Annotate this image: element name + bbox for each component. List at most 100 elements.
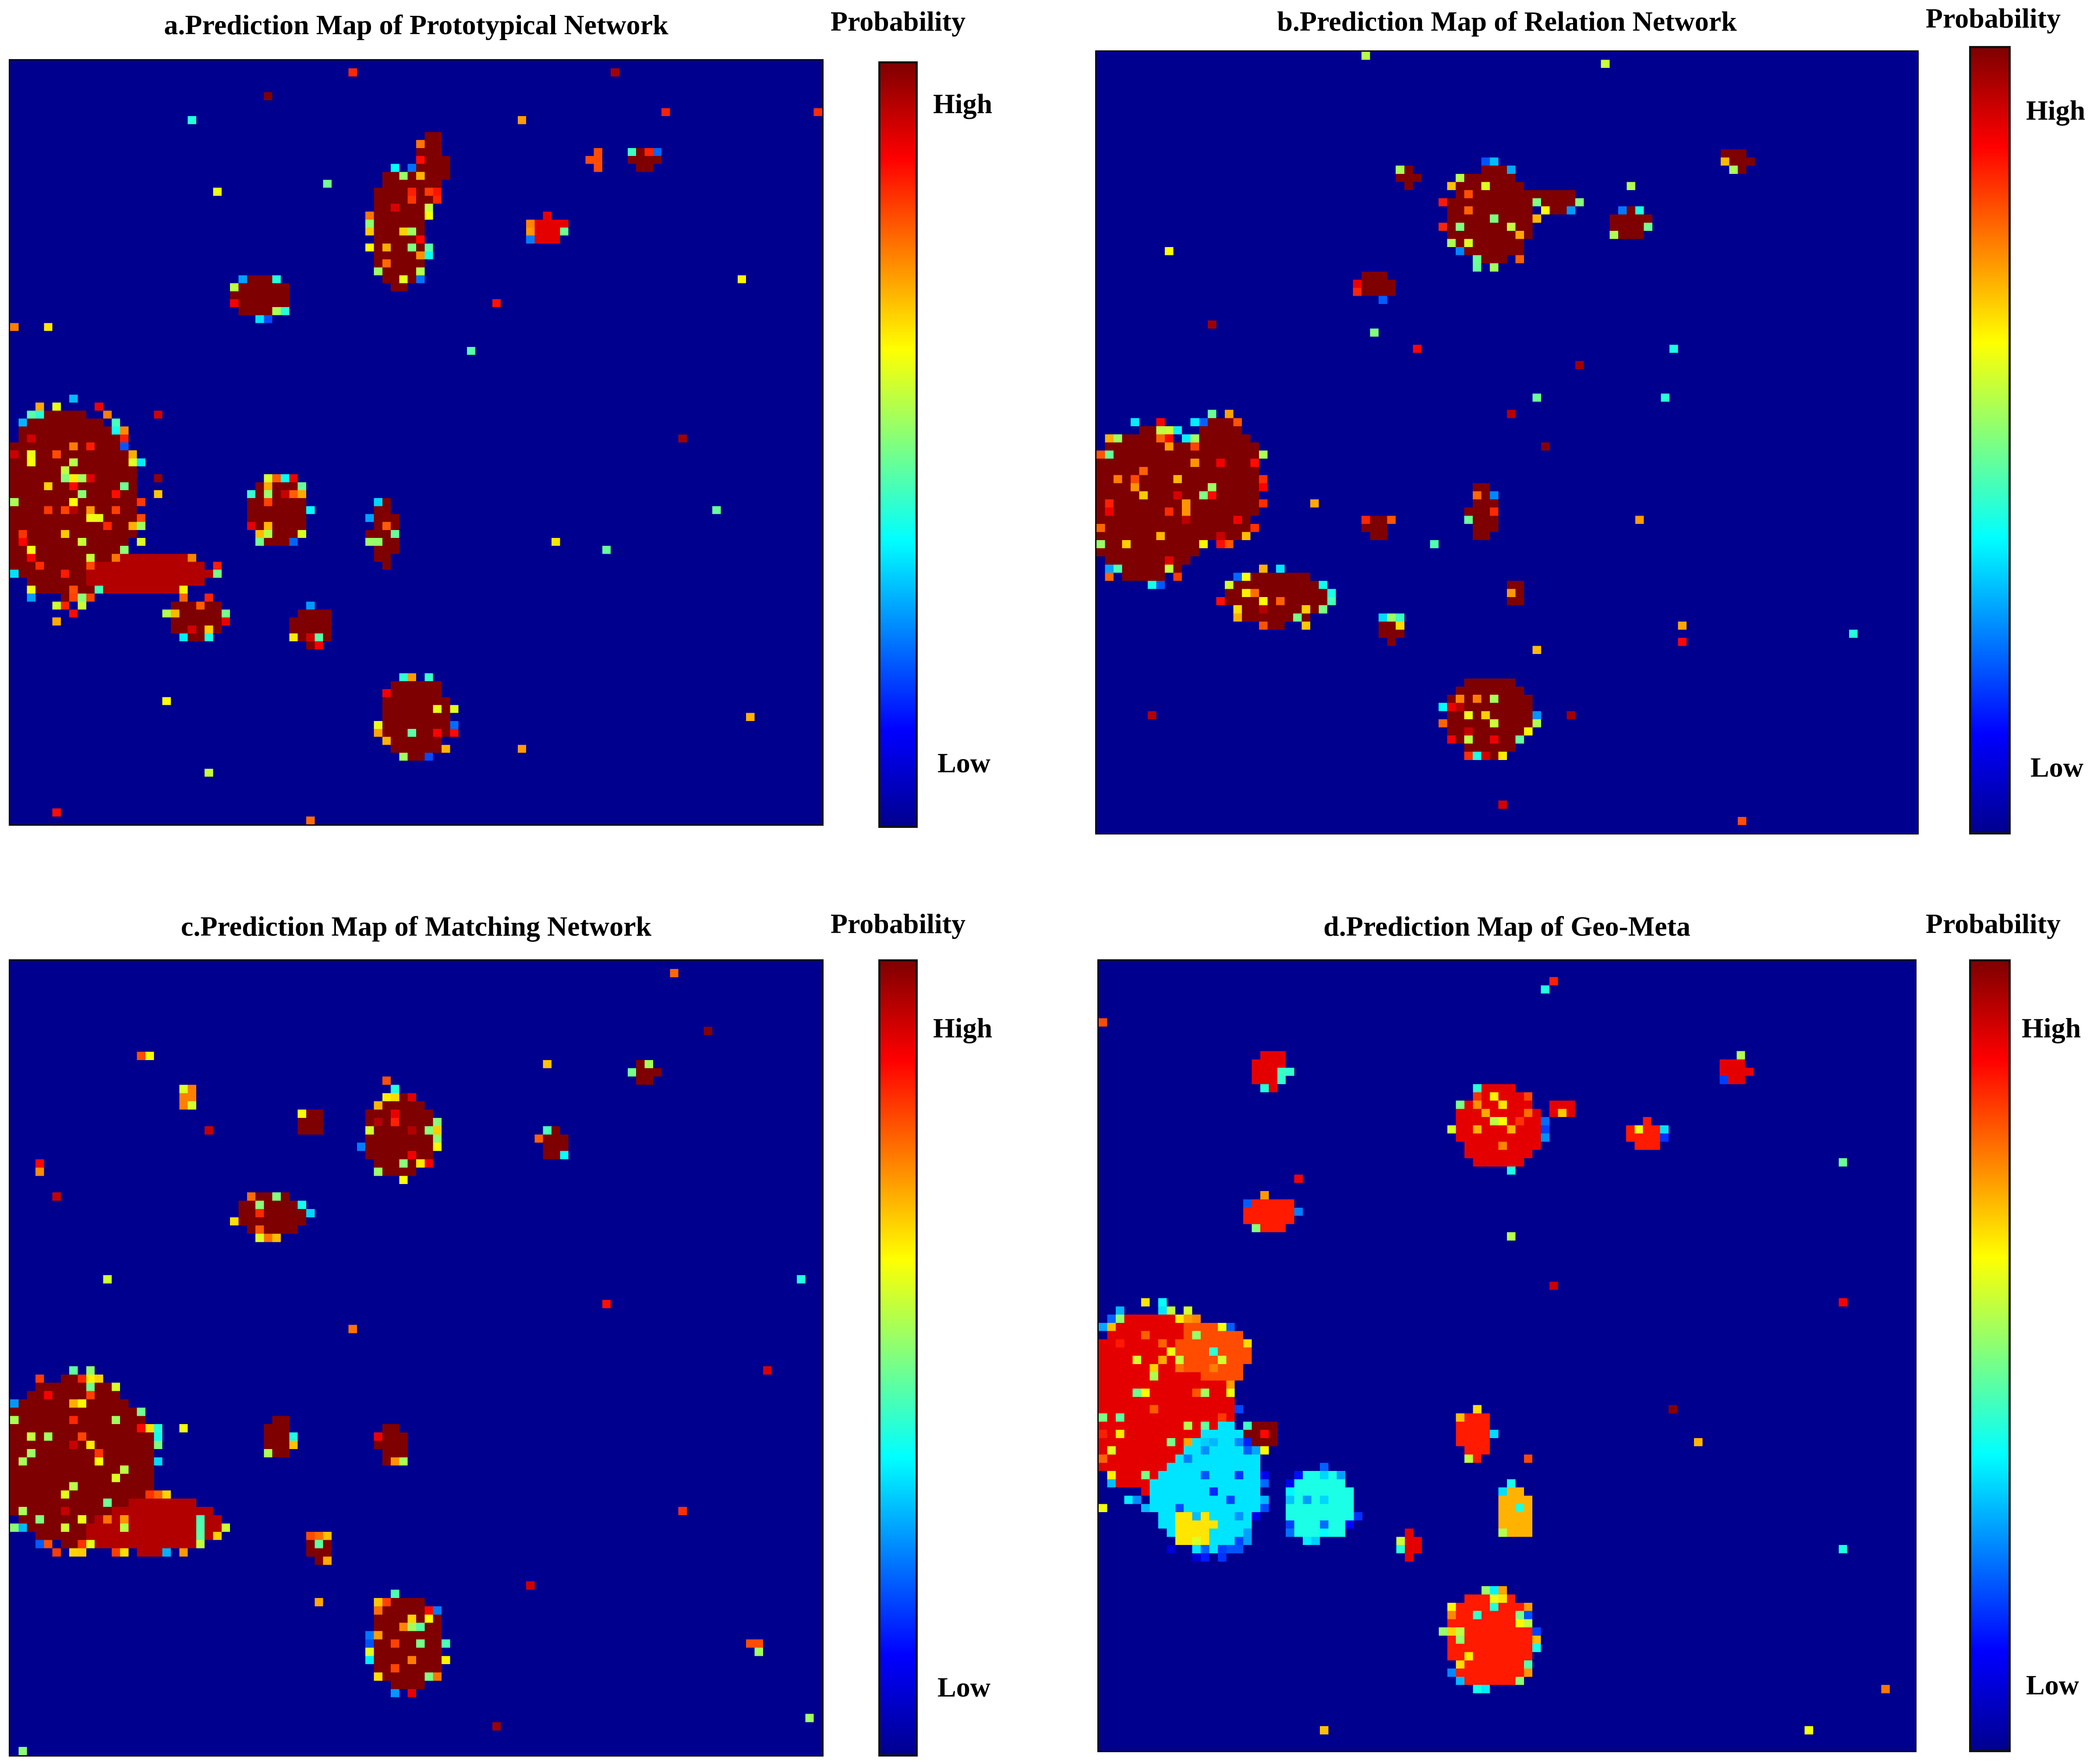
heatmap-cell <box>52 1507 61 1516</box>
heatmap-cell <box>1241 597 1251 605</box>
heatmap-cell <box>1455 223 1464 231</box>
heatmap-cell <box>18 522 27 530</box>
heatmap-cell <box>407 721 416 729</box>
heatmap-cell <box>1243 1446 1252 1455</box>
heatmap-cell <box>1234 1446 1244 1455</box>
heatmap-cell <box>1361 516 1370 524</box>
heatmap-cell <box>1105 434 1114 442</box>
heatmap-cell <box>1141 1487 1150 1496</box>
heatmap-cell <box>137 1424 145 1433</box>
heatmap-cell <box>1472 239 1482 247</box>
heatmap-cell <box>230 291 239 299</box>
heatmap-cell <box>306 1126 315 1135</box>
heatmap-cell <box>374 1440 382 1449</box>
heatmap-cell <box>18 450 27 459</box>
heatmap-cell <box>1224 483 1234 491</box>
heatmap-cell <box>1447 230 1456 239</box>
heatmap-cell <box>1294 1528 1303 1537</box>
heatmap-cell <box>1148 548 1156 557</box>
heatmap-cell <box>44 1440 53 1449</box>
heatmap-cell <box>95 1399 103 1408</box>
heatmap-cell <box>44 426 53 435</box>
heatmap-cell <box>120 522 129 530</box>
heatmap-cell <box>416 1656 425 1665</box>
heatmap-cell <box>69 1507 78 1516</box>
heatmap-cell <box>374 227 382 236</box>
heatmap-cell <box>1489 239 1499 247</box>
heatmap-cell <box>611 68 619 77</box>
heatmap-cell <box>1233 597 1242 605</box>
heatmap-cell <box>627 1068 637 1077</box>
heatmap-cell <box>374 538 382 546</box>
heatmap-cell <box>1301 621 1311 630</box>
heatmap-cell <box>1241 459 1251 467</box>
heatmap-cell <box>1192 1339 1201 1348</box>
heatmap-cell <box>1609 223 1618 231</box>
heatmap-cell <box>1515 1669 1524 1677</box>
heatmap-cell <box>1131 548 1139 557</box>
chart-title: b.Prediction Map of Relation Network <box>1277 6 1737 37</box>
heatmap-cell <box>128 1416 137 1425</box>
heatmap-cell <box>1507 1611 1516 1619</box>
heatmap-cell <box>407 1110 416 1118</box>
heatmap-cell <box>1252 1076 1260 1084</box>
heatmap-cell <box>120 1457 129 1466</box>
heatmap-cell <box>1337 1504 1346 1513</box>
heatmap-cell <box>534 227 543 236</box>
heatmap-cell <box>1294 1512 1303 1520</box>
heatmap-cell <box>1192 1454 1201 1463</box>
heatmap-cell <box>399 1598 408 1606</box>
heatmap-cell <box>10 442 19 451</box>
heatmap-cell <box>1115 1331 1125 1340</box>
heatmap-cell <box>238 1209 247 1217</box>
heatmap-cell <box>52 498 61 506</box>
heatmap-cell <box>120 586 129 594</box>
heatmap-cell <box>407 1623 416 1631</box>
heatmap-cell <box>179 625 188 633</box>
heatmap-cell <box>1269 1059 1277 1068</box>
heatmap-cell <box>1115 1339 1125 1348</box>
heatmap-cell <box>264 506 272 514</box>
colorbar-title: Probability <box>1925 3 2061 34</box>
heatmap-cell <box>69 1531 78 1540</box>
heatmap-cell <box>281 1424 290 1433</box>
heatmap-cell <box>128 1499 137 1507</box>
heatmap-cell <box>552 1151 560 1160</box>
heatmap-cell <box>154 586 163 594</box>
heatmap-cell <box>1124 1364 1133 1372</box>
heatmap-cell <box>391 713 400 721</box>
heatmap-cell <box>1719 1068 1728 1076</box>
heatmap-cell <box>95 1440 103 1449</box>
heatmap-cell <box>416 1159 425 1168</box>
heatmap-cell <box>1498 1495 1507 1504</box>
heatmap-cell <box>1224 516 1234 524</box>
heatmap-cell <box>1447 1602 1456 1611</box>
heatmap-cell <box>1277 1076 1286 1084</box>
heatmap-cell <box>1532 393 1542 402</box>
heatmap-cell <box>137 498 145 506</box>
heatmap-cell <box>1099 1356 1107 1364</box>
heatmap-cell <box>1498 1669 1507 1677</box>
heatmap-cell <box>289 482 298 490</box>
heatmap-cell <box>1099 1446 1107 1455</box>
heatmap-cell <box>120 1523 129 1532</box>
heatmap-cell <box>1464 1627 1473 1636</box>
heatmap-cell <box>1201 1479 1209 1488</box>
heatmap-cell <box>1337 1495 1346 1504</box>
heatmap-cell <box>1498 247 1507 255</box>
heatmap-cell <box>1396 173 1404 182</box>
heatmap-cell <box>111 1382 120 1391</box>
heatmap-cell <box>1192 1430 1201 1438</box>
heatmap-cell <box>1175 1389 1184 1397</box>
heatmap-cell <box>1489 166 1499 174</box>
heatmap-cell <box>1464 507 1473 516</box>
heatmap-cell <box>44 1499 53 1507</box>
heatmap-cell <box>1241 475 1251 483</box>
heatmap-cell <box>1158 1315 1167 1323</box>
heatmap-cell <box>1345 1512 1354 1520</box>
heatmap-cell <box>78 546 86 554</box>
heatmap-cell <box>1217 1339 1227 1348</box>
heatmap-cell <box>27 546 35 554</box>
heatmap-cell <box>128 1424 137 1433</box>
heatmap-cell <box>1464 1454 1473 1463</box>
